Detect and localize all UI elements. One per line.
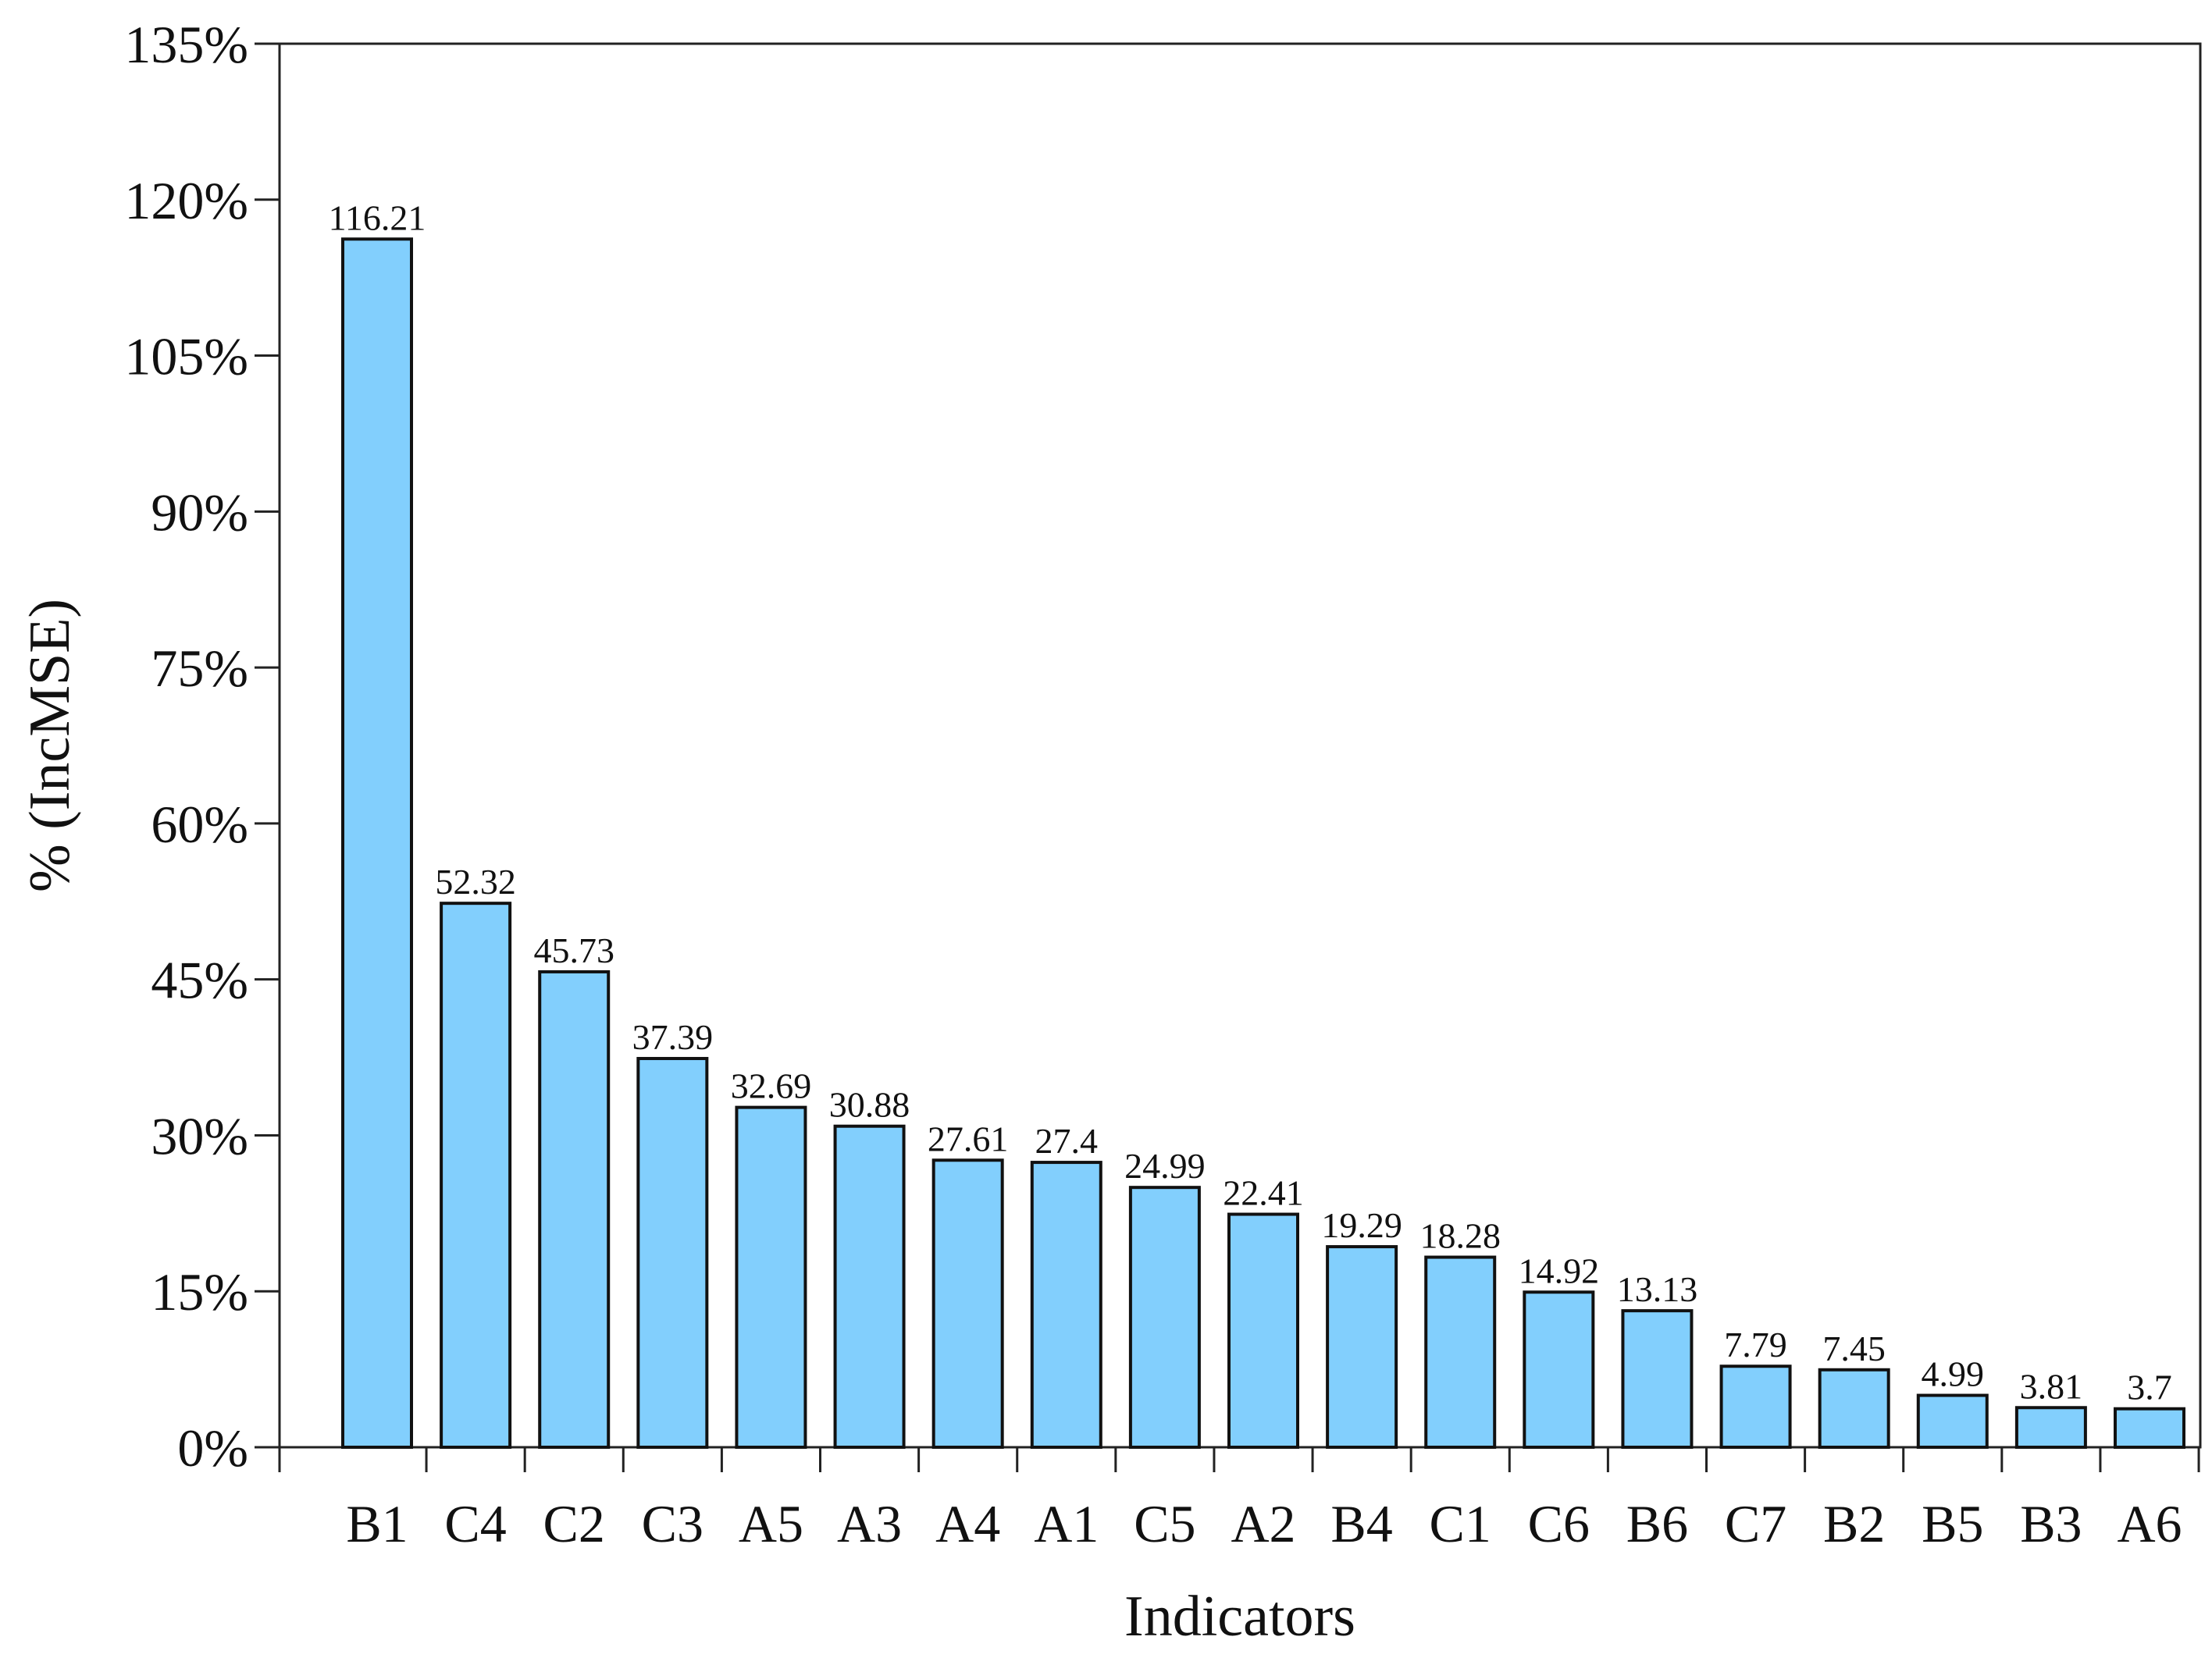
- value-label: 32.69: [731, 1066, 812, 1106]
- category-label: B2: [1823, 1494, 1885, 1553]
- category-label: B4: [1330, 1494, 1392, 1553]
- y-tick-label: 120%: [124, 171, 248, 230]
- bar-c6: [1523, 1290, 1595, 1450]
- value-label: 3.7: [2127, 1368, 2172, 1407]
- value-label: 24.99: [1124, 1146, 1206, 1186]
- y-tick-label: 90%: [151, 482, 248, 542]
- value-label: 52.32: [435, 862, 516, 902]
- value-label: 3.81: [2020, 1366, 2083, 1406]
- category-label: C2: [543, 1494, 605, 1553]
- value-label: 7.45: [1822, 1329, 1886, 1368]
- category-label: A6: [2117, 1494, 2182, 1553]
- bar-c3: [636, 1057, 709, 1450]
- bar-c1: [1424, 1255, 1497, 1449]
- bar-c5: [1128, 1186, 1201, 1449]
- category-label: A4: [935, 1494, 1000, 1553]
- category-label: A3: [837, 1494, 902, 1553]
- bar-c2: [538, 970, 611, 1449]
- value-label: 22.41: [1223, 1173, 1304, 1213]
- bars-group: [341, 237, 2185, 1450]
- value-label: 13.13: [1617, 1269, 1698, 1309]
- category-label: C5: [1134, 1494, 1195, 1553]
- value-labels-group: 116.21 52.32 45.73 37.39 32.69 30.88 27.61 27.4…: [329, 197, 2172, 1407]
- category-label: A2: [1231, 1494, 1295, 1553]
- category-label: C4: [444, 1494, 506, 1553]
- y-tick-label: 105%: [124, 327, 248, 386]
- bar-a3: [833, 1124, 906, 1449]
- y-axis: 0% 15% 30% 45% 60% 75% 90% 105% 120% 135%: [124, 15, 280, 1478]
- x-axis-title: Indicators: [1124, 1585, 1355, 1649]
- bar-a5: [735, 1105, 807, 1450]
- value-label: 14.92: [1519, 1251, 1600, 1290]
- bar-a6: [2114, 1407, 2185, 1449]
- category-label: C1: [1430, 1494, 1491, 1553]
- category-label: C3: [642, 1494, 703, 1553]
- category-label: C6: [1528, 1494, 1590, 1553]
- y-tick-label: 135%: [124, 15, 248, 74]
- value-label: 4.99: [1922, 1354, 1985, 1394]
- y-tick-label: 30%: [151, 1106, 248, 1165]
- value-label: 27.61: [928, 1119, 1009, 1158]
- bar-c7: [1719, 1364, 1792, 1450]
- category-label: B3: [2020, 1494, 2082, 1553]
- bar-b2: [1818, 1368, 1890, 1449]
- bar-b6: [1621, 1309, 1694, 1449]
- category-label: A1: [1034, 1494, 1099, 1553]
- value-label: 30.88: [829, 1085, 910, 1125]
- value-label: 7.79: [1724, 1325, 1787, 1364]
- y-axis-title: % (IncMSE): [18, 599, 82, 892]
- y-tick-label: 0%: [177, 1418, 248, 1478]
- category-label: B1: [346, 1494, 408, 1553]
- value-label: 37.39: [632, 1017, 714, 1057]
- category-labels-group: B1 C4 C2 C3 A5 A3 A4 A1 C5 A2 B4 C1 C6 B6 C7 B2 B5 B3 A6: [346, 1494, 2182, 1553]
- y-tick-label: 60%: [151, 795, 248, 854]
- category-label: C7: [1725, 1494, 1786, 1553]
- value-label: 27.4: [1035, 1121, 1099, 1161]
- value-label: 19.29: [1321, 1205, 1402, 1245]
- y-tick-label: 45%: [151, 951, 248, 1010]
- bar-b4: [1326, 1245, 1398, 1450]
- bar-b1: [341, 237, 413, 1449]
- category-label: B6: [1626, 1494, 1688, 1553]
- bar-a1: [1030, 1161, 1102, 1450]
- y-tick-label: 15%: [151, 1262, 248, 1322]
- bar-a2: [1227, 1212, 1299, 1449]
- y-tick-label: 75%: [151, 639, 248, 698]
- bar-a4: [931, 1158, 1004, 1450]
- value-label: 45.73: [533, 930, 614, 970]
- x-axis: [278, 1447, 2200, 1472]
- value-label: 116.21: [329, 197, 426, 237]
- category-label: A5: [739, 1494, 803, 1553]
- category-label: B5: [1922, 1494, 1983, 1553]
- bar-c4: [440, 902, 512, 1450]
- bar-b3: [2014, 1406, 2087, 1450]
- value-label: 18.28: [1419, 1216, 1501, 1256]
- bar-b5: [1916, 1393, 1989, 1450]
